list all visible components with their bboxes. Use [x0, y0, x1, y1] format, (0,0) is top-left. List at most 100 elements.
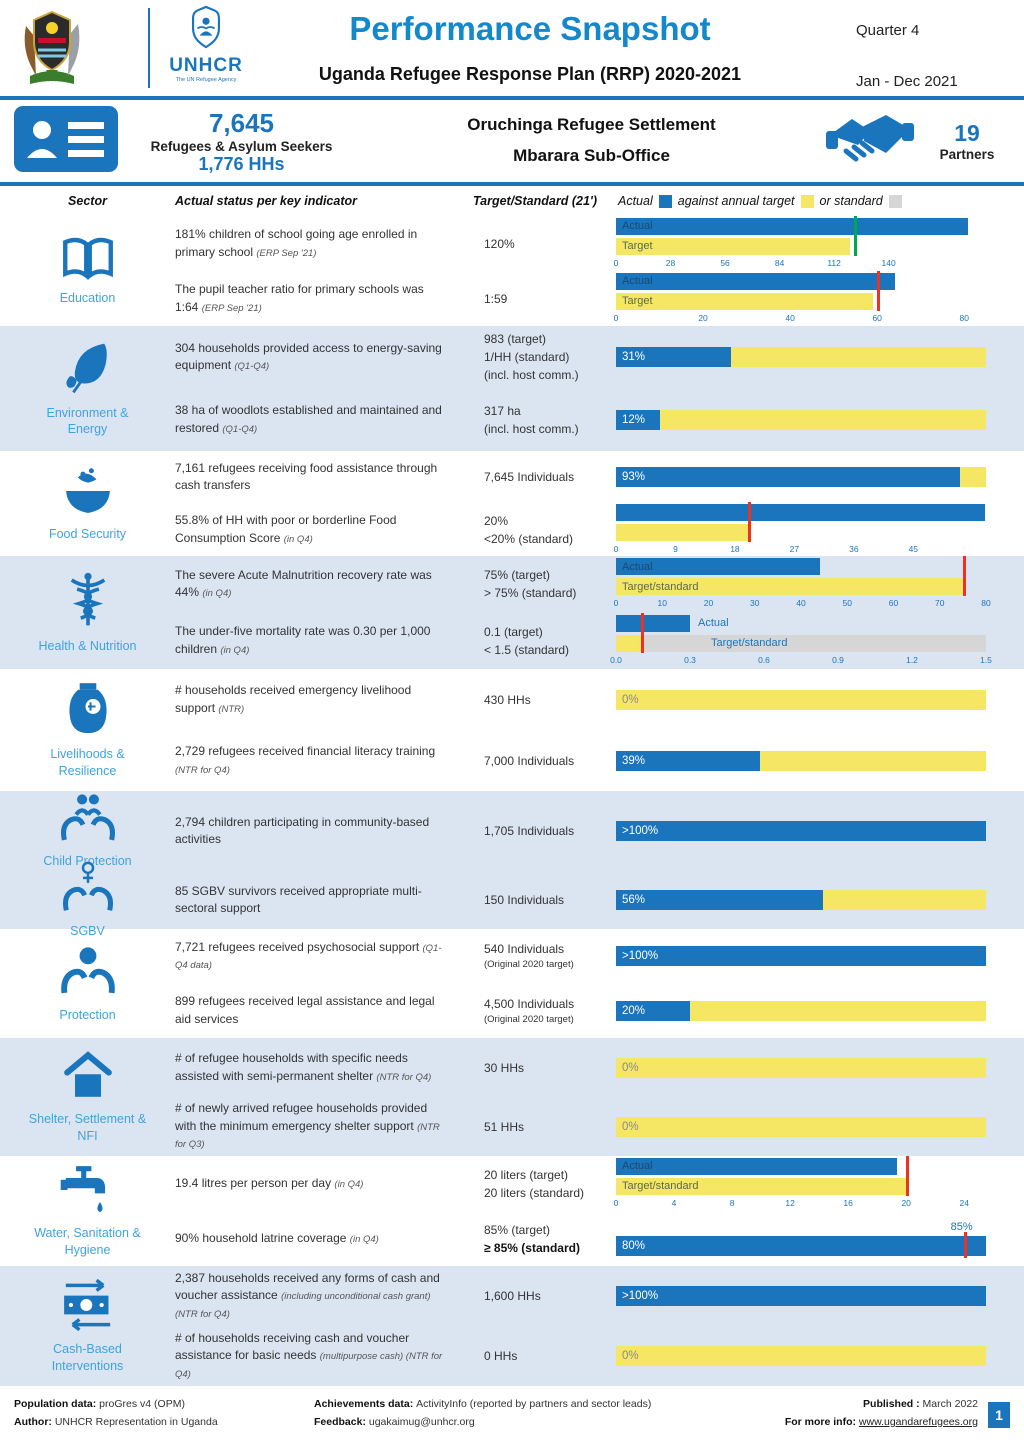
sector-protection: Protection 7,721 refugees received psycho…: [0, 929, 1024, 1038]
bar-actual: Actual: [616, 1157, 898, 1175]
indicator-note: (including unconditional cash grant) (NT…: [175, 1291, 431, 1320]
target-cell: 85% (target) ≥ 85% (standard): [460, 1211, 610, 1266]
indicator-note: (in Q4): [334, 1178, 364, 1190]
indicator-main-text: The pupil teacher ratio for primary scho…: [175, 282, 424, 314]
bar-name-label: Actual: [622, 1160, 653, 1172]
chart-cell: >100%: [610, 1266, 1024, 1326]
axis-tick: 0.6: [758, 654, 770, 665]
sector-environment-energy: Environment & Energy 304 households provi…: [0, 326, 1024, 451]
target-line: > 75% (standard): [484, 586, 577, 601]
bar-value-label: 39%: [622, 754, 646, 767]
target-cell: 75% (target) > 75% (standard): [460, 556, 610, 613]
bar-value-label: 12%: [622, 413, 646, 426]
bar-row: Target: [616, 292, 986, 310]
target-cell: 30 HHs: [460, 1038, 610, 1097]
footer-label: Author:: [14, 1415, 55, 1428]
chart-axis: Actual Target/standard 0 4 8 12 16 20 24: [614, 1155, 986, 1210]
target-line: 85% (target): [484, 1222, 551, 1237]
axis-ticks: 0 20 40 60 80: [614, 313, 986, 325]
bar-name-label: Actual: [622, 560, 653, 573]
chart-simple: 0%: [616, 1346, 986, 1366]
indicator-text: # of refugee households with specific ne…: [175, 1038, 460, 1097]
bar-name-label: Target/standard: [622, 580, 699, 593]
chart-simple: >100%: [616, 1286, 986, 1306]
bar-value-label: >100%: [622, 1290, 659, 1302]
indicator-main-text: 19.4 litres per person per day (in Q4): [175, 1175, 364, 1190]
target-line: 75% (target): [484, 568, 551, 583]
axis-tick: 50: [842, 598, 852, 609]
chart-simple: 56%: [616, 890, 986, 910]
bar-target-standard: Target/standard: [616, 1177, 907, 1195]
axis-tick: 84: [774, 257, 785, 268]
bar-row: Actual: [616, 217, 986, 235]
axis-ticks: 0.0 0.3 0.6 0.9 1.2 1.5: [610, 654, 992, 667]
bar-value: [616, 503, 985, 521]
indicator-text: The pupil teacher ratio for primary scho…: [175, 271, 460, 326]
axis-tick: 18: [730, 543, 740, 554]
indicator-note: (in Q4): [283, 533, 313, 545]
target-line: 20 liters (standard): [484, 1185, 585, 1200]
bar-track: 0%: [616, 1116, 986, 1137]
indicator-text: 55.8% of HH with poor or borderline Food…: [175, 504, 460, 557]
chart-simple: 0%: [616, 1057, 986, 1078]
quarter-label: Quarter 4: [856, 22, 920, 39]
footer-value: ugakaimug@unhcr.org: [368, 1415, 475, 1428]
axis-ticks: 0 28 56 84 112 140: [614, 257, 986, 270]
axis-tick: 20: [703, 598, 714, 609]
axis-tick: 0.0: [610, 654, 622, 665]
education-icon: [60, 235, 116, 286]
unhcr-logo: UNHCR The UN Refugee Agency: [158, 4, 254, 83]
axis-tick: 30: [750, 598, 760, 609]
sector-name: Health & Nutrition: [38, 638, 137, 653]
target-line: (incl. host comm.): [484, 421, 579, 436]
indicator-row: 2,794 children participating in communit…: [175, 791, 1024, 871]
sector-wash: Water, Sanitation & Hygiene 19.4 litres p…: [0, 1155, 1024, 1266]
indicator-main-text: 38 ha of woodlots established and mainta…: [175, 403, 442, 435]
legend-text: against annual target: [677, 194, 795, 208]
bar-segment: [616, 634, 641, 652]
indicator-note: (Q1-Q4): [234, 361, 270, 373]
bar-segment: [640, 634, 986, 652]
bar-track: 20%: [616, 1000, 986, 1021]
sector-name: Water, Sanitation & Hygiene: [34, 1226, 141, 1257]
indicator-main-text: The under-five mortality rate was 0.30 p…: [175, 624, 431, 656]
indicator-row: # of households receiving cash and vouch…: [175, 1326, 1024, 1386]
indicator-main-text: 2,794 children participating in communit…: [175, 814, 430, 846]
target-line: 51 HHs: [484, 1119, 525, 1134]
actual-bar: [616, 409, 661, 430]
axis-tick: 60: [888, 598, 899, 609]
actual-bar: [616, 890, 824, 910]
indicator-row: 2,729 refugees received financial litera…: [175, 730, 1024, 791]
bar-value-label: >100%: [622, 825, 659, 837]
key-stats-band: 7,645 Refugees & Asylum Seekers 1,776 HH…: [0, 96, 1024, 186]
footer-label: Feedback:: [314, 1415, 369, 1428]
axis-tick: 140: [881, 257, 896, 268]
axis-tick: 12: [785, 1197, 795, 1208]
chart-simple: 93%: [616, 467, 986, 488]
axis-tick: 36: [849, 543, 859, 554]
chart-simple: 0%: [616, 689, 986, 710]
sector-table: Education 181% children of school going a…: [0, 215, 1024, 1386]
indicator-main-text: The severe Acute Malnutrition recovery r…: [175, 567, 432, 600]
chart-simple: 39%: [616, 750, 986, 771]
actual-bar: [616, 1236, 986, 1256]
target-cell: 1,600 HHs: [460, 1266, 610, 1326]
more-info-link[interactable]: www.ugandarefugees.org: [858, 1415, 978, 1428]
indicator-main-text: 55.8% of HH with poor or borderline Food…: [175, 513, 397, 545]
bar-value-label: 0%: [622, 1350, 639, 1362]
bar-target: Target: [616, 292, 873, 310]
target-marker: [640, 612, 644, 653]
legend-swatch: [800, 194, 814, 208]
sector-name: Livelihoods & Resilience: [50, 747, 125, 778]
indicator-note: (NTR): [218, 703, 245, 715]
target-marker: [962, 556, 966, 597]
axis-tick: 40: [796, 598, 806, 609]
target-cell: 317 ha (incl. host comm.): [460, 389, 610, 452]
indicator-main-text: 899 refugees received legal assistance a…: [175, 994, 435, 1026]
indicator-row: 85 SGBV survivors received appropriate m…: [175, 871, 1024, 929]
bar-name-label: Actual: [622, 220, 653, 232]
chart-cell: Actual Target/standard 0.0 0.3 0.6 0.9 1.2 1.5: [610, 612, 1024, 670]
indicator-text: 2,729 refugees received financial litera…: [175, 730, 460, 791]
target-line: 983 (target): [484, 332, 547, 347]
sector-cell-environment-energy: Environment & Energy: [0, 326, 175, 451]
